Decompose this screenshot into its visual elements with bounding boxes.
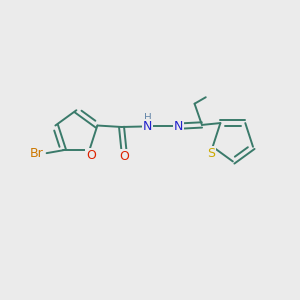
Text: O: O	[86, 149, 96, 162]
Text: N: N	[143, 120, 152, 133]
Text: S: S	[207, 147, 215, 160]
Text: H: H	[144, 113, 151, 123]
Text: Br: Br	[30, 147, 44, 160]
Text: N: N	[174, 120, 183, 133]
Text: O: O	[119, 150, 129, 163]
